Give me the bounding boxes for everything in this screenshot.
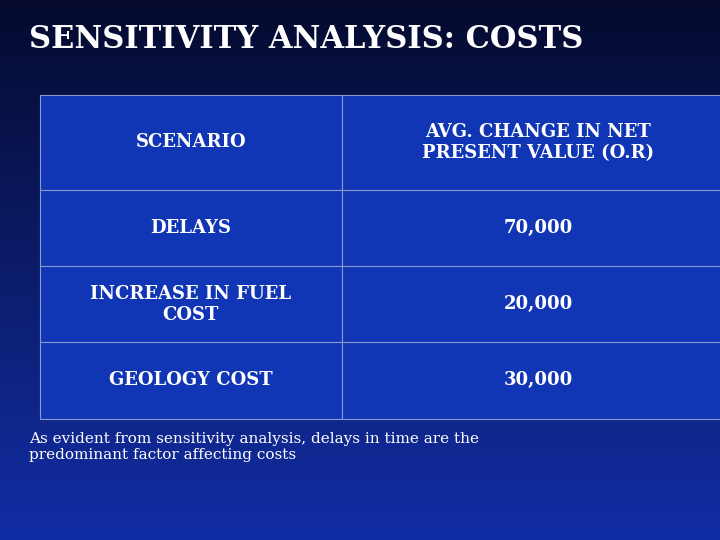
Text: 70,000: 70,000 — [503, 219, 573, 237]
Bar — [40, 266, 342, 342]
Text: As evident from sensitivity analysis, delays in time are the
predominant factor : As evident from sensitivity analysis, de… — [29, 432, 479, 462]
Bar — [342, 266, 720, 342]
Bar — [342, 190, 720, 266]
Text: 20,000: 20,000 — [503, 295, 573, 313]
Bar — [40, 190, 342, 266]
Text: INCREASE IN FUEL
COST: INCREASE IN FUEL COST — [90, 285, 292, 323]
Bar — [40, 94, 342, 190]
Text: GEOLOGY COST: GEOLOGY COST — [109, 372, 273, 389]
Text: SENSITIVITY ANALYSIS: COSTS: SENSITIVITY ANALYSIS: COSTS — [29, 24, 583, 55]
Text: 30,000: 30,000 — [503, 372, 573, 389]
Bar — [40, 342, 342, 418]
Text: DELAYS: DELAYS — [150, 219, 231, 237]
Bar — [342, 342, 720, 418]
Bar — [342, 94, 720, 190]
Text: SCENARIO: SCENARIO — [135, 133, 246, 151]
Text: AVG. CHANGE IN NET
PRESENT VALUE (O.R): AVG. CHANGE IN NET PRESENT VALUE (O.R) — [422, 123, 654, 161]
